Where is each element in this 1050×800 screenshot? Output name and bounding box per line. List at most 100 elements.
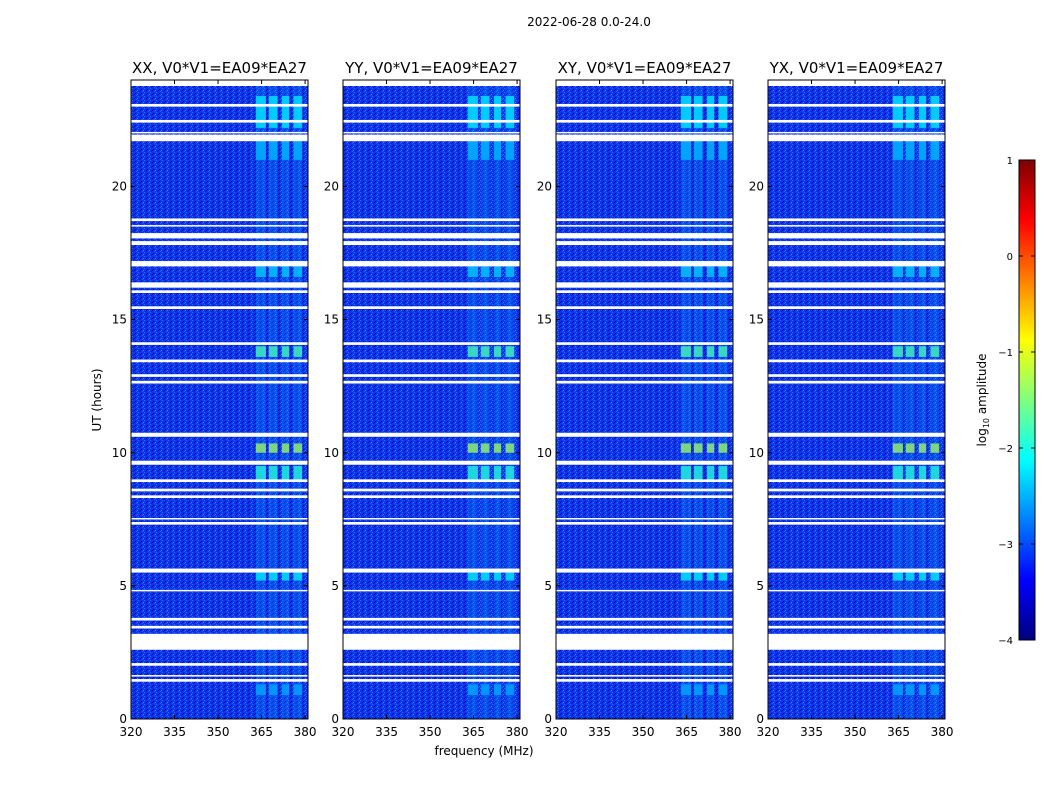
colorbar-gradient [1018,159,1036,641]
rfi-patch [505,266,515,278]
flagged-band [131,488,308,492]
colorbar-label: log10 amplitude [975,354,991,447]
rfi-channel-stripe [493,80,502,719]
flagged-band [768,261,945,267]
flagged-band [768,218,945,222]
rfi-patch [930,443,940,453]
rfi-patch [706,266,715,278]
flagged-band [768,432,945,437]
axes-frame [767,79,946,720]
x-tick-label: 335 [163,725,186,739]
rfi-patch [268,138,278,160]
rfi-channel-stripe [467,80,478,719]
rfi-patch [493,572,502,581]
rfi-patch [706,684,715,696]
rfi-patch [493,684,502,696]
flagged-band [131,617,308,621]
rfi-patch [255,443,266,453]
x-tick-label: 335 [800,725,823,739]
x-tick-label: 320 [120,725,143,739]
flagged-band [768,306,945,309]
rfi-patch [718,346,728,357]
x-tick-label: 320 [545,725,568,739]
rfi-patch [918,266,927,278]
flagged-band [131,119,308,123]
rfi-patch [281,346,290,357]
y-tick-label: 20 [324,180,339,194]
flagged-band [768,589,945,592]
rfi-patch [480,266,490,278]
rfi-channel-stripe [892,80,903,719]
x-tick-label: 320 [757,725,780,739]
axes-frame [342,79,521,720]
flagged-band [343,233,520,239]
y-tick-label: 15 [324,313,339,327]
flagged-band [556,134,733,142]
suptitle: 2022-06-28 0.0-24.0 [527,15,651,29]
flagged-band [768,359,945,363]
rfi-patch [706,443,715,453]
x-tick-label: 320 [332,725,355,739]
rfi-patch [918,138,927,160]
rfi-patch [905,572,915,581]
x-axis-label: frequency (MHz) [434,744,533,758]
flagged-band [131,233,308,239]
rfi-patch [693,95,703,128]
flagged-band [343,119,520,123]
flagged-band [131,218,308,222]
flagged-band [131,479,308,483]
flagged-band [131,282,308,288]
colorbar-tick-label: 0 [1007,252,1013,263]
rfi-patch [693,572,703,581]
rfi-patch [467,138,478,160]
flagged-band [343,342,520,345]
flagged-band [556,225,733,227]
flagged-band [343,479,520,483]
flagged-band [131,306,308,309]
panel-title: XY, V0*V1=EA09*EA27 [558,59,732,77]
flagged-band [343,617,520,621]
rfi-patch [281,684,290,696]
flagged-band [343,488,520,492]
rfi-patch [892,346,903,357]
rfi-channel-stripe [268,80,278,719]
flagged-band [556,633,733,650]
rfi-patch [505,346,515,357]
rfi-patch [281,138,290,160]
flagged-band [768,131,945,134]
rfi-patch [281,572,290,581]
rfi-patch [281,466,290,483]
rfi-patch [480,443,490,453]
flagged-band [131,633,308,650]
flagged-band [556,261,733,267]
rfi-patch [892,466,903,483]
flagged-band [131,131,308,134]
y-tick-label: 15 [112,313,127,327]
rfi-patch [718,138,728,160]
rfi-patch [706,466,715,483]
flagged-band [343,103,520,107]
rfi-patch [892,684,903,696]
rfi-patch [930,572,940,581]
x-tick-label: 350 [844,725,867,739]
rfi-channel-stripe [905,80,915,719]
y-tick-label: 20 [537,180,552,194]
flagged-band [131,568,308,573]
rfi-patch [493,466,502,483]
flagged-band [131,521,308,525]
flagged-band [556,479,733,483]
rfi-patch [718,95,728,128]
rfi-patch [918,684,927,696]
rfi-patch [930,466,940,483]
flagged-band [343,589,520,592]
rfi-patch [505,138,515,160]
rfi-patch [905,443,915,453]
rfi-patch [268,466,278,483]
flagged-band [768,495,945,499]
rfi-patch [905,138,915,160]
flagged-band [768,103,945,107]
flagged-band [556,617,733,621]
rfi-patch [930,346,940,357]
rfi-patch [268,95,278,128]
flagged-band [131,225,308,227]
